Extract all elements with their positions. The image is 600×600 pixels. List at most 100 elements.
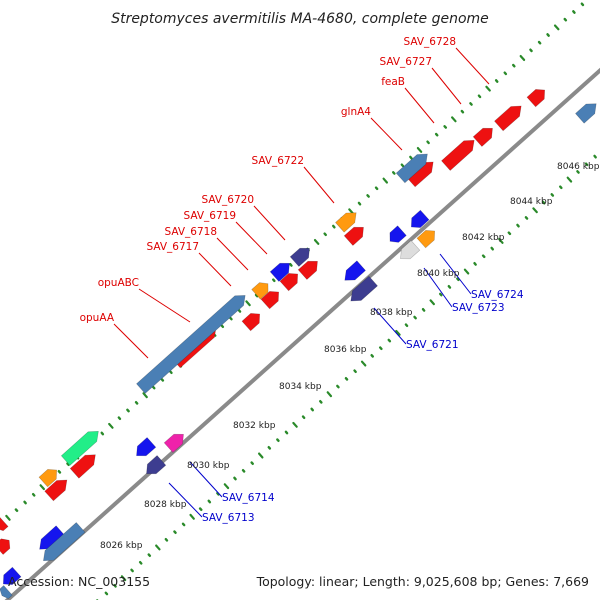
gene-label: SAV_6721: [406, 339, 459, 351]
gene-label-leader: [439, 253, 472, 295]
backbone-layer: [4, 67, 600, 600]
tick-mark: [147, 553, 152, 557]
gene-arrow: [38, 469, 58, 488]
tick-mark: [138, 560, 143, 565]
gene-arrow: [163, 433, 184, 453]
gene-arrow: [289, 247, 310, 267]
tick-mark: [233, 476, 237, 481]
gene-label: SAV_6728: [403, 36, 456, 48]
tick-mark: [310, 407, 314, 412]
tick-mark: [416, 147, 423, 153]
gene-arrow: [0, 538, 11, 555]
gene-arrow: [400, 240, 421, 260]
gene-arrow: [43, 522, 86, 562]
tick-mark: [134, 401, 139, 405]
tick-mark: [566, 176, 573, 183]
gene-label: SAV_6724: [471, 289, 524, 301]
tick-mark: [126, 408, 130, 413]
gene-label-leader: [198, 252, 232, 287]
gene-arrow: [410, 209, 430, 228]
labels-layer: opuAA opuABC SAV_6717 SAV_6718 SAV_6719 SAV_6…: [80, 36, 524, 524]
tick-mark: [155, 544, 161, 551]
tick-mark: [512, 63, 516, 68]
gene-arrow: [260, 291, 280, 310]
tick-mark: [507, 231, 512, 236]
tick-labels-layer: 8026 kbp 8028 kbp 8030 kbp 8032 kbp 8034 kbp…: [100, 162, 600, 551]
tick-mark: [563, 17, 568, 22]
genome-summary-text: Topology: linear; Length: 9,025,608 bp; …: [256, 574, 589, 589]
tick-mark: [100, 431, 105, 436]
gene-label: SAV_6713: [202, 512, 255, 524]
gene-arrow: [136, 295, 246, 394]
tick-mark: [451, 116, 457, 123]
tick-mark: [498, 238, 504, 244]
tick-mark: [229, 316, 233, 321]
tick-mark: [374, 186, 379, 191]
tick-label: 8036 kbp: [324, 345, 367, 355]
accession-text: Accession: NC_003155: [8, 574, 150, 589]
gene-arrow: [344, 260, 366, 281]
gene-arrow: [251, 282, 269, 300]
tick-mark: [404, 323, 409, 328]
tick-mark: [245, 300, 251, 307]
tick-mark: [189, 513, 195, 520]
gene-arrow: [279, 273, 299, 292]
tick-mark: [532, 207, 538, 214]
gene-label-leader: [216, 237, 249, 271]
tick-mark: [160, 378, 165, 382]
tick-mark: [181, 522, 186, 527]
tick-mark: [477, 94, 482, 99]
gene-label-leader: [373, 307, 407, 345]
genes-layer: [0, 89, 597, 599]
tick-mark: [272, 278, 276, 283]
gene-arrow: [0, 585, 13, 599]
gene-label: opuAA: [80, 312, 115, 324]
tick-mark: [382, 177, 388, 184]
tick-mark: [108, 422, 114, 429]
gene-label: SAV_6717: [146, 241, 199, 253]
tick-mark: [524, 216, 529, 220]
tick-label: 8034 kbp: [279, 382, 322, 392]
tick-mark: [392, 171, 396, 175]
gene-arrow: [335, 212, 357, 233]
tick-mark: [237, 309, 242, 313]
tick-mark: [456, 277, 460, 282]
gene-arrow: [146, 455, 167, 475]
tick-mark: [198, 507, 203, 511]
tick-mark: [284, 430, 289, 435]
tick-mark: [366, 194, 370, 198]
tick-label: 8038 kbp: [370, 308, 413, 318]
genome-backbone: [4, 67, 600, 600]
tick-mark: [207, 499, 212, 504]
tick-mark: [336, 384, 340, 389]
gene-arrow: [2, 566, 22, 585]
gene-arrow: [350, 275, 378, 302]
tick-mark: [400, 163, 405, 168]
tick-mark: [57, 470, 62, 474]
tick-mark: [434, 132, 439, 137]
tick-mark: [553, 24, 560, 31]
gene-arrow: [241, 313, 261, 332]
tick-mark: [421, 308, 426, 312]
tick-mark: [546, 33, 550, 37]
tick-mark: [413, 315, 417, 320]
tick-mark: [516, 223, 520, 228]
tick-mark: [164, 537, 169, 542]
gene-label: SAV_6723: [452, 302, 505, 314]
gene-label: SAV_6714: [222, 492, 275, 504]
gene-arrow: [526, 89, 546, 108]
tick-mark: [104, 591, 109, 596]
gene-label-leader: [235, 221, 268, 255]
tick-mark: [313, 239, 320, 245]
gene-label-leader: [138, 288, 191, 323]
tick-mark: [120, 575, 127, 582]
tick-mark: [529, 48, 533, 53]
tick-mark: [151, 385, 156, 390]
gene-label-leader: [370, 117, 403, 151]
gene-arrow: [269, 262, 290, 282]
tick-mark: [14, 508, 19, 512]
gene-arrow: [441, 139, 475, 171]
tick-mark: [301, 415, 306, 420]
tick-label: 8030 kbp: [187, 461, 230, 471]
tick-label: 8040 kbp: [417, 269, 460, 279]
